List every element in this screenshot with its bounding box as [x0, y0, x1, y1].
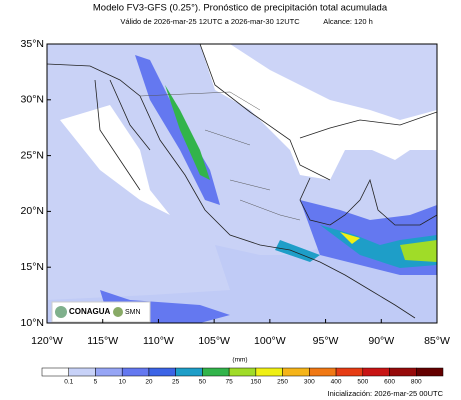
colorbar-label: 20 [145, 379, 153, 386]
colorbar-label: 5 [94, 379, 98, 386]
logo-box: CONAGUA SMN [51, 301, 151, 323]
colorbar-label: 300 [304, 379, 315, 386]
valid-text: Válido de 2026-mar-25 12UTC a 2026-mar-3… [120, 17, 300, 26]
colorbar-box [309, 367, 337, 377]
precip-area [275, 240, 320, 262]
colorbar-label: 250 [277, 379, 288, 386]
logo-icon [55, 306, 67, 318]
colorbar-box [175, 367, 203, 377]
unit: (mm) [232, 357, 247, 364]
map [47, 44, 437, 323]
precip-area [400, 240, 437, 262]
colorbar-box [41, 367, 69, 377]
lon-label: 105°W [198, 335, 230, 347]
logo-background [51, 301, 151, 323]
colorbar-label: 800 [411, 379, 422, 386]
precip-area [340, 232, 360, 244]
range-text: Alcance: 120 h [323, 17, 373, 26]
colorbar-label: 150 [250, 379, 261, 386]
logo-icon [113, 307, 123, 317]
colorbar-box [282, 367, 310, 377]
baja-area [60, 105, 170, 215]
colorbar-label: 0.1 [64, 379, 73, 386]
colorbar-label: 75 [226, 379, 234, 386]
colorbar-box [68, 367, 96, 377]
lon-label: 85°W [424, 335, 450, 347]
title: Modelo FV3-GFS (0.25°). Pronóstico de pr… [93, 3, 388, 14]
lon-label: 100°W [254, 335, 286, 347]
map-frame [46, 43, 438, 324]
colorbar-box [362, 367, 390, 377]
colorbar-box [95, 367, 123, 377]
lat-label: 30°N [21, 94, 44, 106]
lat-label: 10°N [21, 317, 44, 329]
colorbar-box [148, 367, 176, 377]
colorbar-box [389, 367, 417, 377]
lat-label: 25°N [21, 149, 44, 161]
coastline [47, 44, 437, 319]
lat-label: 20°N [21, 205, 44, 217]
lon-label: 110°W [143, 335, 174, 347]
colorbar-label: 600 [384, 379, 395, 386]
colorbar-box [121, 367, 150, 377]
precip-area [165, 85, 210, 180]
lon-label: 115°W [87, 335, 118, 347]
colorbar-box [228, 367, 257, 377]
lat-label: 35°N [21, 38, 44, 50]
colorbar-box [255, 367, 283, 377]
colorbar-box [416, 367, 444, 377]
colorbar-label: 25 [172, 379, 180, 386]
lon-label: 120°W [31, 335, 63, 347]
lat-label: 15°N [21, 261, 44, 273]
precip-area [230, 44, 437, 120]
colorbar-label: 10 [119, 379, 127, 386]
lon-label: 95°W [313, 335, 339, 347]
borders [139, 91, 301, 221]
init-text: Inicialización: 2026-mar-25 00UTC [328, 389, 444, 398]
colorbar-label: 400 [331, 379, 342, 386]
colorbar-box [202, 367, 230, 377]
colorbar-box [335, 367, 364, 377]
logo-text: SMN [125, 309, 141, 316]
colorbar-label: 50 [199, 379, 207, 386]
logo-text: CONAGUA [69, 307, 111, 316]
colorbar-label: 500 [357, 379, 368, 386]
lon-label: 90°W [368, 335, 394, 347]
